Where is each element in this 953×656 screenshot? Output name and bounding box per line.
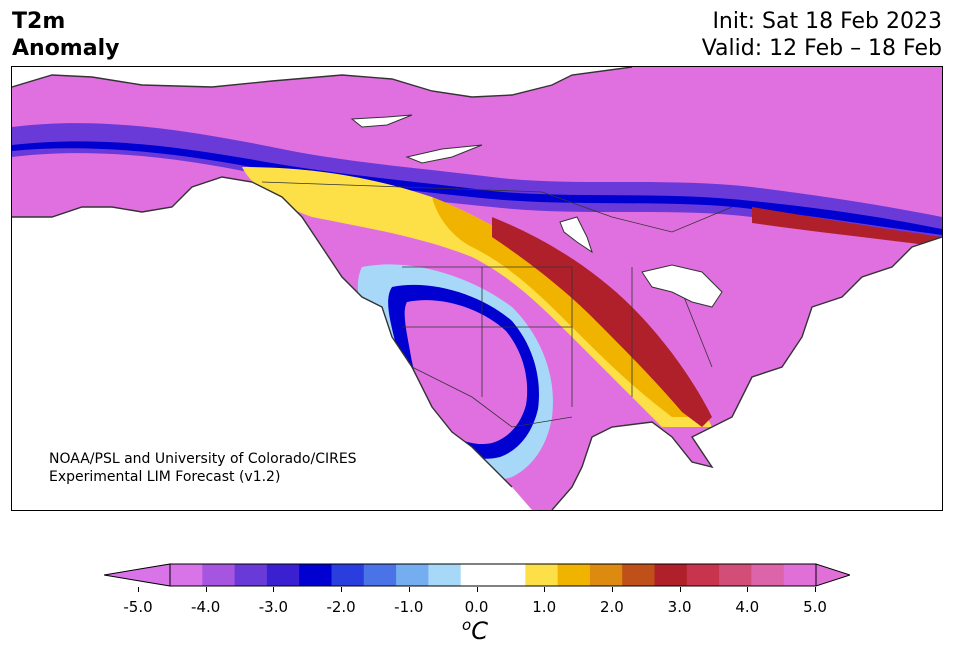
colorbar — [104, 563, 850, 587]
colorbar-tick-label: -2.0 — [326, 598, 356, 616]
us-canada-border — [261, 181, 733, 233]
state-borders — [402, 266, 713, 407]
colorbar-tick-mark — [679, 587, 681, 592]
deep-cold-core-north — [12, 141, 942, 235]
colorbar-cell — [493, 564, 526, 586]
forecast-credit: NOAA/PSL and University of Colorado/CIRE… — [49, 450, 357, 486]
anomaly-fill — [12, 67, 942, 510]
lakes — [350, 114, 723, 308]
unit-degree: o — [462, 616, 472, 634]
valid-range: Valid: 12 Feb – 18 Feb — [701, 36, 942, 61]
colorbar-cells — [170, 564, 817, 586]
colorbar-tick-label: 5.0 — [803, 598, 827, 616]
anomaly-map: NOAA/PSL and University of Colorado/CIRE… — [11, 66, 943, 511]
colorbar-tick-label: 4.0 — [735, 598, 760, 616]
forecast-dates: Init: Sat 18 Feb 2023 Valid: 12 Feb – 18… — [702, 8, 942, 62]
credit-line-2: Experimental LIM Forecast (v1.2) — [49, 469, 281, 485]
map-canvas — [12, 67, 942, 510]
colorbar-cell — [299, 564, 332, 586]
map-title: T2m Anomaly — [12, 8, 119, 62]
colorbar-tick-label: -1.0 — [394, 598, 424, 616]
colorbar-tick-mark — [611, 587, 613, 592]
warm-pocket-west — [404, 300, 528, 445]
colorbar-cell — [686, 564, 720, 586]
colorbar-cell — [719, 564, 752, 586]
colorbar-cell — [234, 564, 268, 586]
colorbar-frame — [169, 563, 817, 587]
colorbar-tick-label: -3.0 — [258, 598, 289, 616]
colorbar-cell — [331, 564, 365, 586]
colorbar-cell — [363, 564, 397, 586]
great-lakes — [641, 264, 723, 308]
colorbar-tick-mark — [138, 587, 139, 592]
colorbar-cell — [428, 564, 462, 586]
colorbar-tick-label: 0.0 — [464, 598, 489, 616]
colorbar-tick-mark — [544, 587, 546, 592]
colorbar-cell — [654, 564, 688, 586]
colorbar-tick-mark — [815, 587, 816, 592]
colorbar-tick-label: -5.0 — [123, 598, 153, 616]
colorbar-tick-label: 3.0 — [667, 598, 692, 616]
title-line-2: Anomaly — [12, 36, 120, 61]
colorbar-cell — [170, 564, 203, 586]
colorbar-tick-label: 2.0 — [599, 598, 624, 616]
unit-letter: C — [471, 617, 488, 645]
colorbar-tick-mark — [205, 587, 207, 592]
colorbar-unit: oC — [462, 616, 488, 645]
colorbar-tick-mark — [476, 587, 478, 592]
colorbar-tick-label: 1.0 — [532, 598, 557, 616]
colorbar-cell — [557, 564, 591, 586]
colorbar-cell — [622, 564, 655, 586]
colorbar-cell — [589, 564, 623, 586]
colorbar-extend-low — [104, 563, 171, 587]
colorbar-cell — [202, 564, 236, 586]
us-mexico-border — [411, 366, 573, 428]
colorbar-tick-mark — [341, 587, 343, 592]
red-warm-band — [492, 217, 712, 427]
colorbar-cell — [525, 564, 559, 586]
cold-band-north — [12, 123, 942, 242]
colorbar-cell — [396, 564, 429, 586]
colorbar-extend-high — [815, 563, 850, 587]
red-band-east — [752, 207, 942, 247]
colorbar-cell — [460, 564, 494, 586]
credit-line-1: NOAA/PSL and University of Colorado/CIRE… — [49, 451, 357, 467]
colorbar-cell — [266, 564, 300, 586]
colorbar-tick-mark — [747, 587, 749, 592]
init-date: Init: Sat 18 Feb 2023 — [712, 9, 942, 34]
colorbar-tick-label: -4.0 — [191, 598, 221, 616]
orange-warm-band — [432, 197, 702, 417]
great-slave-lake — [405, 144, 483, 164]
colorbar-tick-mark — [273, 587, 275, 592]
coastlines — [12, 67, 942, 510]
colorbar-cell — [783, 564, 817, 586]
colorbar-tick-mark — [408, 587, 410, 592]
great-bear-lake — [350, 114, 413, 128]
lake-winnipeg — [559, 216, 593, 254]
coastline-path — [12, 67, 942, 510]
colorbar-cell — [751, 564, 785, 586]
political-borders — [261, 181, 733, 428]
title-line-1: T2m — [12, 9, 66, 34]
